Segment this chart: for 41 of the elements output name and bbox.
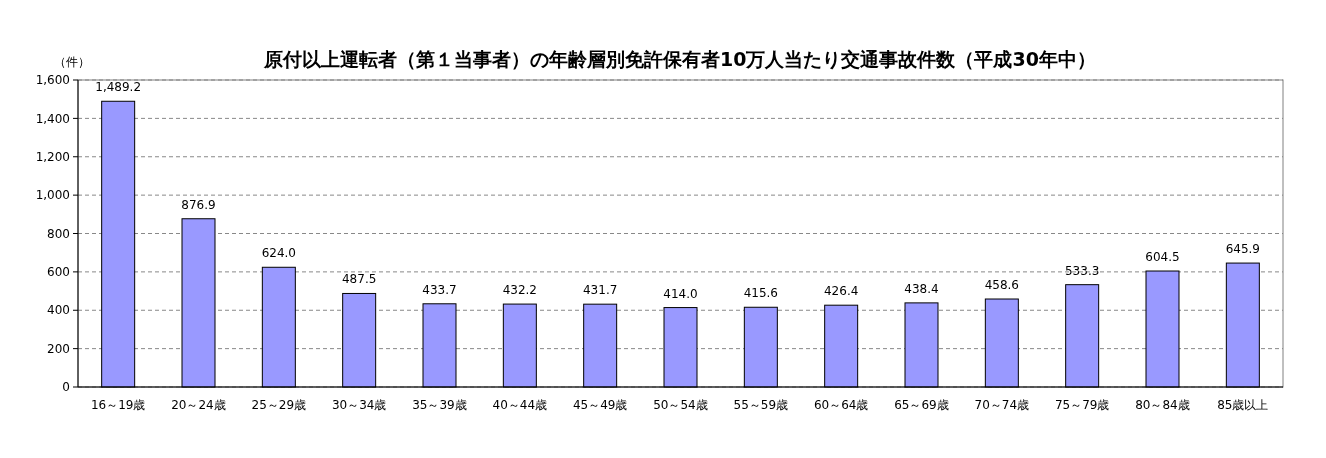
x-tick-label: 70～74歳 <box>974 398 1030 412</box>
data-label: 431.7 <box>582 283 618 298</box>
y-tick-label: 1,200 <box>35 149 70 164</box>
data-label: 533.3 <box>1064 263 1100 278</box>
x-tick-label: 30～34歳 <box>331 398 387 412</box>
data-label: 487.5 <box>341 272 377 287</box>
x-tick-label: 45～49歳 <box>572 398 628 412</box>
x-tick-label: 65～69歳 <box>894 398 949 412</box>
x-tick-label: 20～24歳 <box>171 398 226 412</box>
x-tick-label: 85歳以上 <box>1217 398 1269 412</box>
data-label: 624.0 <box>261 246 297 261</box>
y-tick-label: 600 <box>47 265 70 280</box>
data-label: 604.5 <box>1145 250 1180 265</box>
x-tick-label: 60～64歳 <box>813 398 869 412</box>
data-label: 414.0 <box>663 286 698 301</box>
data-label: 458.6 <box>984 278 1020 293</box>
data-label: 645.9 <box>1225 242 1261 257</box>
data-label: 438.4 <box>904 281 939 296</box>
y-tick-label: 200 <box>47 341 70 356</box>
x-tick-label: 75～79歳 <box>1054 398 1110 412</box>
data-label: 432.2 <box>502 283 538 298</box>
chart-title: 原付以上運転者（第１当事者）の年齢層別免許保有者10万人当たり交通事故件数（平成30年中） <box>263 48 1096 70</box>
data-label: 1,489.2 <box>95 80 142 95</box>
y-tick-label: 1,000 <box>35 188 70 203</box>
x-tick-label: 25～29歳 <box>251 398 307 412</box>
y-tick-label: 800 <box>47 226 70 241</box>
data-label: 426.4 <box>823 284 859 299</box>
y-axis-title: （件） <box>54 55 90 69</box>
x-tick-label: 50～54歳 <box>653 398 708 412</box>
y-tick-label: 400 <box>47 303 70 318</box>
data-label: 433.7 <box>422 282 457 297</box>
x-tick-label: 80～84歳 <box>1135 398 1190 412</box>
x-tick-label: 35～39歳 <box>412 398 467 412</box>
y-tick-label: 0 <box>62 380 70 395</box>
x-tick-label: 40～44歳 <box>492 398 548 412</box>
data-label: 415.6 <box>743 286 779 301</box>
x-tick-label: 55～59歳 <box>733 398 789 412</box>
y-tick-label: 1,600 <box>35 73 70 88</box>
data-label: 876.9 <box>181 197 216 212</box>
y-tick-label: 1,400 <box>35 111 70 126</box>
x-tick-label: 16～19歳 <box>90 398 146 412</box>
